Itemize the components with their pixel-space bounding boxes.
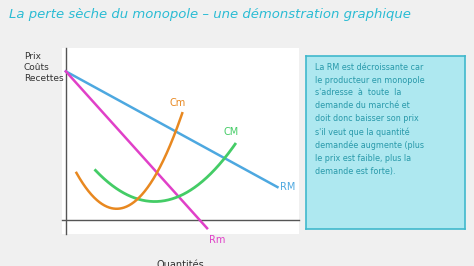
Text: La perte sèche du monopole – une démonstration graphique: La perte sèche du monopole – une démonst… bbox=[9, 8, 411, 21]
Text: La RM est décroissante car
le producteur en monopole
s'adresse  à  toute  la
dem: La RM est décroissante car le producteur… bbox=[315, 63, 425, 176]
Text: Prix
Coûts
Recettes: Prix Coûts Recettes bbox=[24, 52, 64, 83]
Text: Cm: Cm bbox=[170, 98, 186, 108]
Text: Quantités: Quantités bbox=[156, 260, 204, 266]
Text: Rm: Rm bbox=[209, 235, 226, 246]
Text: CM: CM bbox=[223, 127, 238, 137]
Text: RM: RM bbox=[280, 182, 295, 192]
